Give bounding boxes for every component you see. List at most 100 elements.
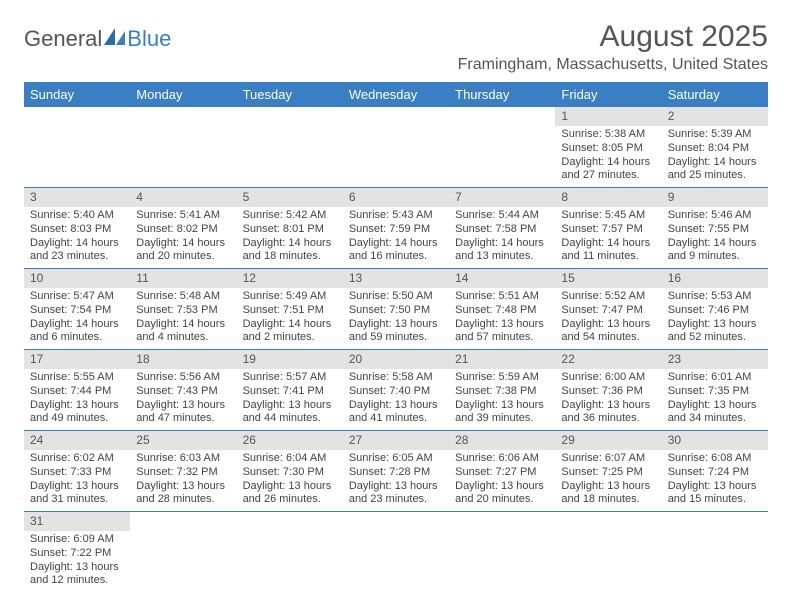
daylight-text: Daylight: 14 hours and 20 minutes.: [136, 237, 230, 265]
sunrise-text: Sunrise: 6:04 AM: [243, 452, 337, 466]
day-number: 1: [555, 107, 661, 126]
daylight-text: Daylight: 13 hours and 36 minutes.: [561, 399, 655, 427]
daylight-text: Daylight: 13 hours and 28 minutes.: [136, 480, 230, 508]
daylight-text: Daylight: 13 hours and 18 minutes.: [561, 480, 655, 508]
calendar-day-cell: 24Sunrise: 6:02 AMSunset: 7:33 PMDayligh…: [24, 431, 130, 512]
sunset-text: Sunset: 7:57 PM: [561, 223, 655, 237]
sunset-text: Sunset: 7:32 PM: [136, 466, 230, 480]
daylight-text: Daylight: 13 hours and 26 minutes.: [243, 480, 337, 508]
sunset-text: Sunset: 7:51 PM: [243, 304, 337, 318]
calendar-day-cell: 14Sunrise: 5:51 AMSunset: 7:48 PMDayligh…: [449, 269, 555, 350]
daylight-text: Daylight: 13 hours and 47 minutes.: [136, 399, 230, 427]
calendar-day-cell: 31Sunrise: 6:09 AMSunset: 7:22 PMDayligh…: [24, 512, 130, 593]
day-body: Sunrise: 5:51 AMSunset: 7:48 PMDaylight:…: [449, 288, 555, 349]
daylight-text: Daylight: 14 hours and 2 minutes.: [243, 318, 337, 346]
day-number: 31: [24, 512, 130, 531]
sunset-text: Sunset: 7:35 PM: [668, 385, 762, 399]
sunrise-text: Sunrise: 5:50 AM: [349, 290, 443, 304]
daylight-text: Daylight: 14 hours and 27 minutes.: [561, 156, 655, 184]
sunrise-text: Sunrise: 6:08 AM: [668, 452, 762, 466]
sunrise-text: Sunrise: 6:09 AM: [30, 533, 124, 547]
sunset-text: Sunset: 7:40 PM: [349, 385, 443, 399]
title-block: August 2025 Framingham, Massachusetts, U…: [458, 20, 768, 74]
day-body: Sunrise: 5:48 AMSunset: 7:53 PMDaylight:…: [130, 288, 236, 349]
calendar-day-cell: 28Sunrise: 6:06 AMSunset: 7:27 PMDayligh…: [449, 431, 555, 512]
daylight-text: Daylight: 13 hours and 59 minutes.: [349, 318, 443, 346]
weekday-header: Wednesday: [343, 82, 449, 107]
sunrise-text: Sunrise: 5:38 AM: [561, 128, 655, 142]
daylight-text: Daylight: 13 hours and 39 minutes.: [455, 399, 549, 427]
sunset-text: Sunset: 7:46 PM: [668, 304, 762, 318]
day-body: Sunrise: 5:41 AMSunset: 8:02 PMDaylight:…: [130, 207, 236, 268]
sunset-text: Sunset: 7:24 PM: [668, 466, 762, 480]
daylight-text: Daylight: 14 hours and 25 minutes.: [668, 156, 762, 184]
calendar-day-cell: 23Sunrise: 6:01 AMSunset: 7:35 PMDayligh…: [662, 350, 768, 431]
day-number: 27: [343, 431, 449, 450]
day-body: Sunrise: 5:45 AMSunset: 7:57 PMDaylight:…: [555, 207, 661, 268]
calendar-day-cell: 11Sunrise: 5:48 AMSunset: 7:53 PMDayligh…: [130, 269, 236, 350]
day-number: 5: [237, 188, 343, 207]
sunset-text: Sunset: 7:33 PM: [30, 466, 124, 480]
calendar-day-cell: 1Sunrise: 5:38 AMSunset: 8:05 PMDaylight…: [555, 107, 661, 188]
sunset-text: Sunset: 7:36 PM: [561, 385, 655, 399]
sunrise-text: Sunrise: 5:41 AM: [136, 209, 230, 223]
sunset-text: Sunset: 8:03 PM: [30, 223, 124, 237]
daylight-text: Daylight: 14 hours and 9 minutes.: [668, 237, 762, 265]
day-number: 15: [555, 269, 661, 288]
calendar-day-cell: 4Sunrise: 5:41 AMSunset: 8:02 PMDaylight…: [130, 188, 236, 269]
day-body: Sunrise: 6:01 AMSunset: 7:35 PMDaylight:…: [662, 369, 768, 430]
day-number: 3: [24, 188, 130, 207]
weekday-header: Saturday: [662, 82, 768, 107]
day-number: 2: [662, 107, 768, 126]
sunset-text: Sunset: 8:01 PM: [243, 223, 337, 237]
sunset-text: Sunset: 8:02 PM: [136, 223, 230, 237]
calendar-week-row: 1Sunrise: 5:38 AMSunset: 8:05 PMDaylight…: [24, 107, 768, 188]
sunset-text: Sunset: 7:25 PM: [561, 466, 655, 480]
sunrise-text: Sunrise: 5:42 AM: [243, 209, 337, 223]
day-body: Sunrise: 5:49 AMSunset: 7:51 PMDaylight:…: [237, 288, 343, 349]
calendar-day-cell: [237, 512, 343, 593]
calendar-day-cell: 2Sunrise: 5:39 AMSunset: 8:04 PMDaylight…: [662, 107, 768, 188]
calendar-day-cell: [343, 512, 449, 593]
calendar-day-cell: [130, 512, 236, 593]
day-body: Sunrise: 5:56 AMSunset: 7:43 PMDaylight:…: [130, 369, 236, 430]
sunrise-text: Sunrise: 6:07 AM: [561, 452, 655, 466]
calendar-day-cell: 26Sunrise: 6:04 AMSunset: 7:30 PMDayligh…: [237, 431, 343, 512]
sunset-text: Sunset: 7:53 PM: [136, 304, 230, 318]
calendar-day-cell: 30Sunrise: 6:08 AMSunset: 7:24 PMDayligh…: [662, 431, 768, 512]
calendar-day-cell: 15Sunrise: 5:52 AMSunset: 7:47 PMDayligh…: [555, 269, 661, 350]
calendar-day-cell: 20Sunrise: 5:58 AMSunset: 7:40 PMDayligh…: [343, 350, 449, 431]
calendar-day-cell: [449, 512, 555, 593]
sunset-text: Sunset: 7:38 PM: [455, 385, 549, 399]
sunset-text: Sunset: 7:27 PM: [455, 466, 549, 480]
month-title: August 2025: [458, 20, 768, 54]
day-body: Sunrise: 6:02 AMSunset: 7:33 PMDaylight:…: [24, 450, 130, 511]
day-number: 6: [343, 188, 449, 207]
daylight-text: Daylight: 13 hours and 31 minutes.: [30, 480, 124, 508]
day-body: Sunrise: 5:42 AMSunset: 8:01 PMDaylight:…: [237, 207, 343, 268]
day-body: Sunrise: 5:52 AMSunset: 7:47 PMDaylight:…: [555, 288, 661, 349]
day-number: 30: [662, 431, 768, 450]
day-body: Sunrise: 5:59 AMSunset: 7:38 PMDaylight:…: [449, 369, 555, 430]
calendar-day-cell: 22Sunrise: 6:00 AMSunset: 7:36 PMDayligh…: [555, 350, 661, 431]
calendar-day-cell: [343, 107, 449, 188]
day-body: Sunrise: 6:05 AMSunset: 7:28 PMDaylight:…: [343, 450, 449, 511]
day-body: Sunrise: 6:04 AMSunset: 7:30 PMDaylight:…: [237, 450, 343, 511]
day-number: 28: [449, 431, 555, 450]
calendar-day-cell: 27Sunrise: 6:05 AMSunset: 7:28 PMDayligh…: [343, 431, 449, 512]
sunset-text: Sunset: 7:50 PM: [349, 304, 443, 318]
calendar-table: Sunday Monday Tuesday Wednesday Thursday…: [24, 82, 768, 592]
calendar-day-cell: 12Sunrise: 5:49 AMSunset: 7:51 PMDayligh…: [237, 269, 343, 350]
calendar-day-cell: [237, 107, 343, 188]
calendar-day-cell: [130, 107, 236, 188]
logo-sail-icon: [104, 26, 126, 52]
day-body: Sunrise: 5:43 AMSunset: 7:59 PMDaylight:…: [343, 207, 449, 268]
sunset-text: Sunset: 7:59 PM: [349, 223, 443, 237]
calendar-week-row: 31Sunrise: 6:09 AMSunset: 7:22 PMDayligh…: [24, 512, 768, 593]
sunrise-text: Sunrise: 5:43 AM: [349, 209, 443, 223]
day-body: Sunrise: 6:09 AMSunset: 7:22 PMDaylight:…: [24, 531, 130, 592]
daylight-text: Daylight: 13 hours and 52 minutes.: [668, 318, 762, 346]
day-body: Sunrise: 6:06 AMSunset: 7:27 PMDaylight:…: [449, 450, 555, 511]
calendar-day-cell: 6Sunrise: 5:43 AMSunset: 7:59 PMDaylight…: [343, 188, 449, 269]
sunrise-text: Sunrise: 5:56 AM: [136, 371, 230, 385]
